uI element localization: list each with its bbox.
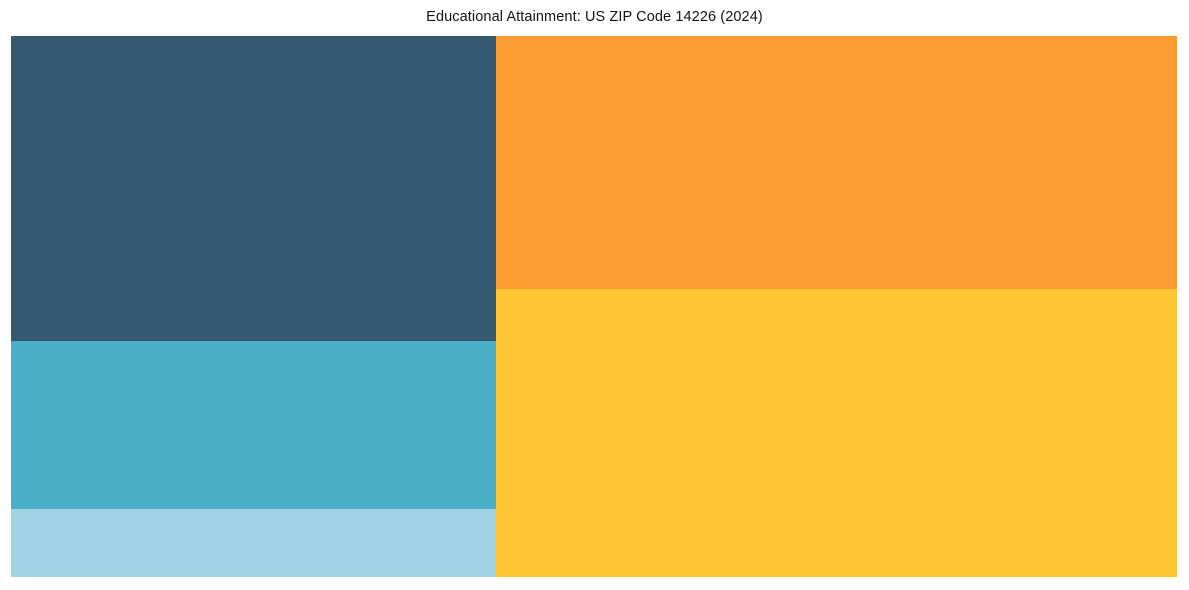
treemap-plot-area: Bachelor's degree Graduate or profession… [11, 36, 1177, 577]
treemap-tile-graduate-or-professional-degree[interactable]: Graduate or professional degree [11, 340, 496, 509]
treemap-tile-label: High school graduate [504, 42, 608, 55]
treemap-tile-bachelors-degree[interactable]: Bachelor's degree [11, 36, 496, 341]
treemap-tile-less-than-high-school[interactable]: Less than high school [495, 288, 1177, 577]
treemap-tile-high-school-graduate[interactable]: High school graduate [495, 36, 1177, 289]
treemap-tile-label: Less than high school [504, 295, 610, 308]
treemap-tile-label: Bachelor's degree [19, 42, 107, 55]
page-title: Educational Attainment: US ZIP Code 1422… [426, 9, 763, 25]
treemap-tile-label: Some college, no degree [19, 515, 141, 528]
treemap-tile-some-college-no-degree[interactable]: Some college, no degree [11, 508, 496, 577]
treemap-tile-label: Graduate or professional degree [19, 347, 177, 360]
